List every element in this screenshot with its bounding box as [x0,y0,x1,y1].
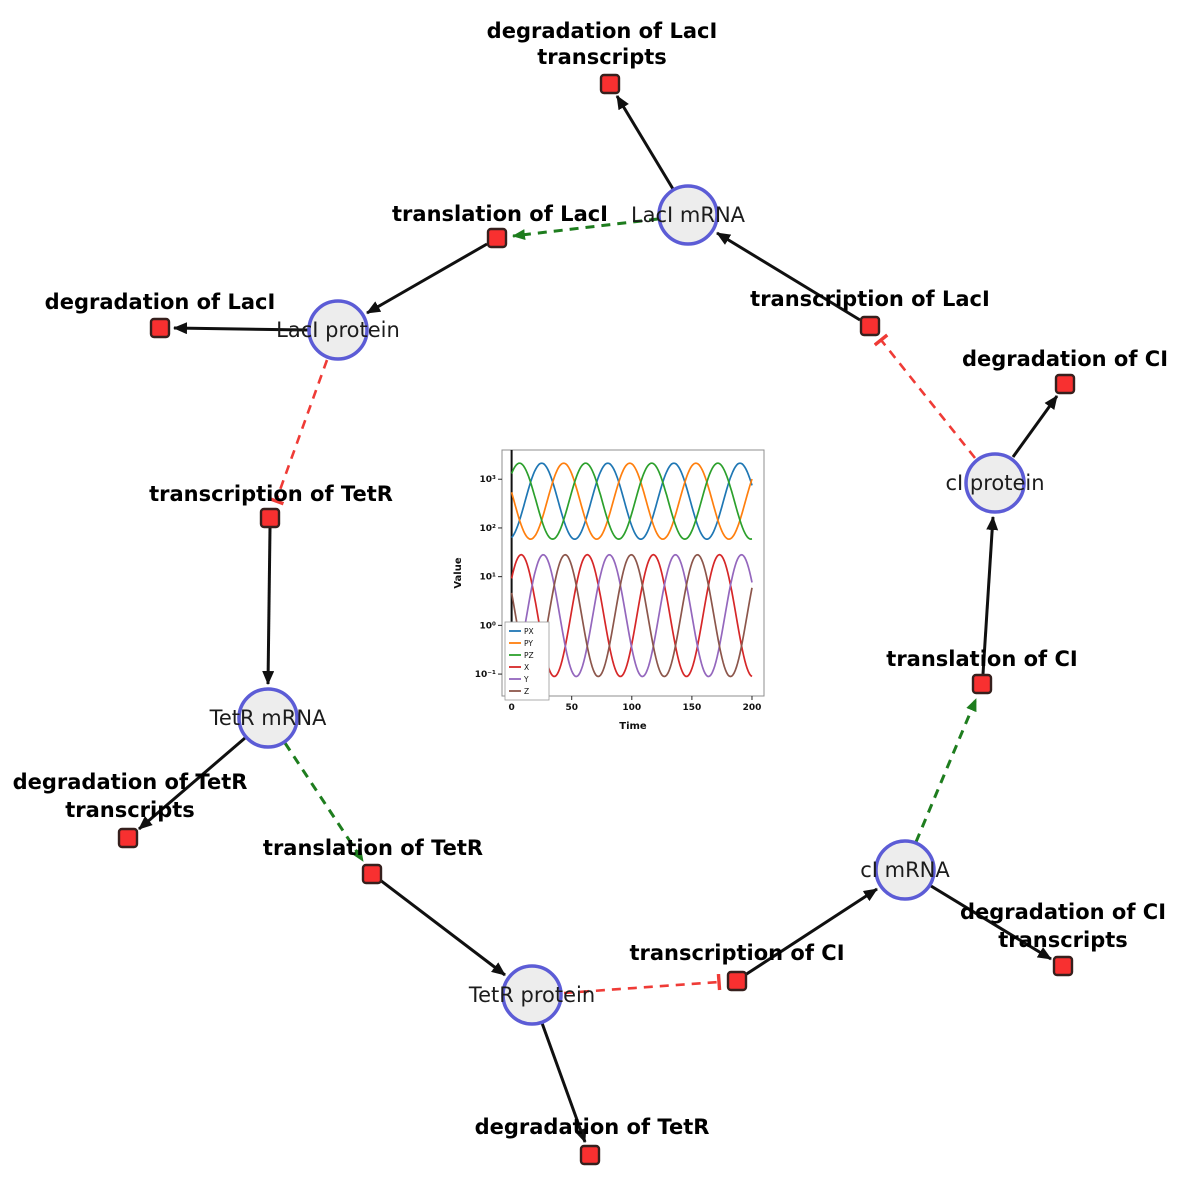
series-line-Y [510,553,753,678]
y-tick-label: 10⁻¹ [475,670,496,680]
y-axis-label: Value [453,557,464,588]
edge-modifier-laci-mrna-to-translation-laci [512,217,659,241]
reaction-label-degradation-ci: degradation of CI [962,347,1168,371]
species-node-laci-mrna[interactable] [657,184,719,246]
series-line-Z [510,553,753,678]
edge-translation-ci-to-ci-protein [981,516,999,675]
reaction-label-transcription-laci: transcription of LacI [750,287,990,311]
species-node-tetr-protein[interactable] [501,964,563,1026]
reaction-node-translation-ci[interactable] [971,673,993,695]
edge-transcription-laci-to-laci-mrna [716,231,861,322]
y-tick-label: 10³ [480,475,497,485]
edges-layer [138,95,1059,1143]
reaction-label-degradation-tetr-transcripts-2: transcripts [65,798,195,822]
edge-translation-tetr-to-tetr-protein [379,878,506,977]
species-label-laci-protein: LacI protein [276,318,400,342]
species-nodes-layer [237,184,1026,1026]
legend-entry-label: PX [524,627,534,636]
reaction-node-degradation-tetr-transcripts[interactable] [117,827,139,849]
reaction-node-degradation-ci-transcripts[interactable] [1052,955,1074,977]
edge-transcription-ci-to-ci-mrna [744,887,878,977]
x-tick-label: 150 [682,703,701,713]
edge-inhibition-ci-protein-to-transcription-laci [873,333,977,459]
reaction-node-degradation-tetr[interactable] [579,1144,601,1166]
edge-ci-protein-to-degradation-ci [1011,395,1059,458]
reaction-label-transcription-ci: transcription of CI [629,941,844,965]
edge-tetr-protein-to-degradation-tetr [540,1022,587,1143]
species-node-tetr-mrna[interactable] [237,687,299,749]
edge-ci-mrna-to-degradation-transcripts [930,884,1052,961]
reaction-node-transcription-tetr[interactable] [259,507,281,529]
labels-layer: LacI mRNA LacI protein TetR mRNA TetR pr… [13,19,1168,1139]
x-tick-label: 0 [508,703,514,713]
simulation-inset-chart: 0 50 100 150 200 10⁻¹ 10⁰ 10¹ 10² 10³ Time Value PX P… [453,449,765,732]
reaction-node-translation-tetr[interactable] [361,863,383,885]
reaction-label-degradation-laci: degradation of LacI [45,290,276,314]
y-tick-label: 10¹ [480,573,497,583]
reaction-node-transcription-laci[interactable] [859,315,881,337]
reaction-node-degradation-laci[interactable] [149,317,171,339]
reaction-label-degradation-laci-transcripts-2: transcripts [537,45,667,69]
reaction-label-degradation-laci-transcripts-1: degradation of LacI [487,19,718,43]
species-label-ci-mrna: cI mRNA [860,858,950,882]
legend-entry-label: PY [524,639,533,648]
reaction-label-transcription-tetr: transcription of TetR [149,482,393,506]
edge-laci-mrna-to-degradation-transcripts [615,95,675,190]
species-label-ci-protein: cI protein [945,471,1044,495]
x-tick-label: 100 [622,703,641,713]
reaction-label-translation-laci: translation of LacI [392,202,608,226]
reaction-node-translation-laci[interactable] [486,227,508,249]
reaction-label-degradation-tetr: degradation of TetR [475,1115,710,1139]
reaction-nodes-layer [117,73,1076,1166]
reaction-node-degradation-ci[interactable] [1054,373,1076,395]
reaction-label-translation-ci: translation of CI [886,647,1077,671]
edge-translation-laci-to-laci-protein [366,242,488,315]
legend-box [504,621,550,701]
y-tick-label: 10⁰ [480,621,497,631]
x-tick-label: 200 [743,703,762,713]
series-line-PY [510,462,753,540]
edge-modifier-ci-mrna-to-translation-ci [914,698,978,843]
species-label-tetr-mrna: TetR mRNA [209,706,327,730]
legend-entry-label: PZ [524,651,534,660]
species-node-ci-protein[interactable] [964,452,1026,514]
reaction-node-degradation-laci-transcripts[interactable] [599,73,621,95]
edge-laci-protein-to-degradation-laci [173,322,309,335]
edge-modifier-tetr-mrna-to-translation-tetr [283,742,365,862]
x-axis-label: Time [619,721,647,732]
legend-entry-label: Y [523,675,529,684]
edge-inhibition-tetr-protein-to-transcription-ci [563,973,722,995]
edge-tetr-mrna-to-degradation-transcripts [138,736,246,831]
species-label-tetr-protein: TetR protein [468,983,595,1007]
legend-entry-label: X [524,663,529,672]
species-label-laci-mrna: LacI mRNA [631,203,746,227]
reaction-label-degradation-ci-transcripts-2: transcripts [998,928,1128,952]
reaction-node-transcription-ci[interactable] [726,970,748,992]
series-line-PZ [510,462,753,540]
species-node-laci-protein[interactable] [307,299,369,361]
species-node-ci-mrna[interactable] [874,839,936,901]
edge-inhibition-laci-protein-to-transcription-tetr [267,359,329,506]
y-tick-label: 10² [480,524,497,534]
series-line-PX [510,462,753,540]
reaction-label-degradation-ci-transcripts-1: degradation of CI [960,900,1166,924]
reaction-label-degradation-tetr-transcripts-1: degradation of TetR [13,770,248,794]
reaction-label-translation-tetr: translation of TetR [263,836,483,860]
x-tick-label: 50 [565,703,578,713]
legend-entry-label: Z [524,687,529,696]
edge-transcription-tetr-to-tetr-mrna [262,527,275,685]
